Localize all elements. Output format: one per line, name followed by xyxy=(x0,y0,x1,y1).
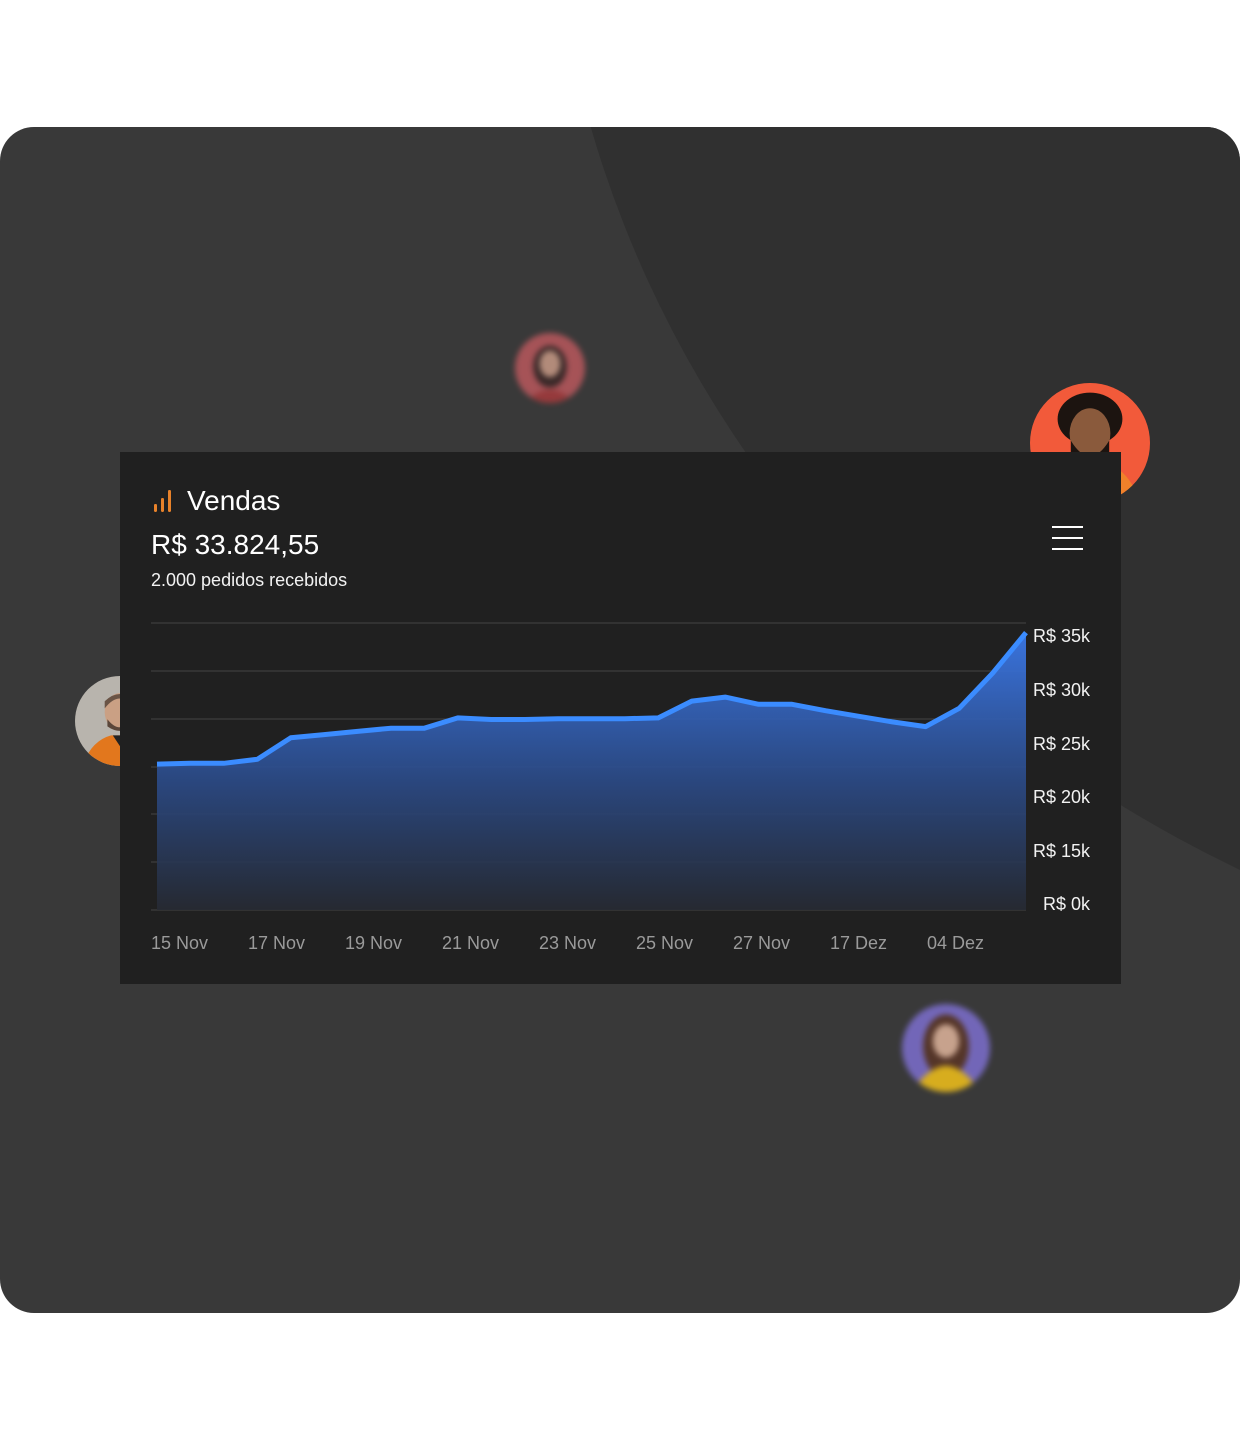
x-tick-label: 15 Nov xyxy=(151,933,208,953)
card-header: Vendas R$ 33.824,55 2.000 pedidos recebi… xyxy=(151,484,347,591)
y-tick-label: R$ 0k xyxy=(1043,894,1091,914)
x-tick-label: 23 Nov xyxy=(539,933,596,953)
y-tick-label: R$ 25k xyxy=(1033,734,1091,754)
y-tick-label: R$ 20k xyxy=(1033,787,1091,807)
x-tick-label: 27 Nov xyxy=(733,933,790,953)
person-icon xyxy=(515,333,585,403)
menu-line xyxy=(1052,526,1083,528)
x-tick-label: 17 Dez xyxy=(830,933,887,953)
sales-amount: R$ 33.824,55 xyxy=(151,529,320,560)
avatar-woman-top xyxy=(515,333,585,403)
x-tick-label: 17 Nov xyxy=(248,933,305,953)
series-line xyxy=(156,631,1028,767)
x-tick-label: 21 Nov xyxy=(442,933,499,953)
menu-line xyxy=(1052,537,1083,539)
sales-area-chart: 15 Nov 17 Nov 19 Nov 21 Nov 23 Nov 25 Nov 27 N… xyxy=(151,622,1091,953)
orders-count: 2.000 pedidos recebidos xyxy=(151,570,348,590)
y-tick-label: R$ 35k xyxy=(1033,626,1091,646)
card-title: Vendas xyxy=(187,485,281,516)
x-tick-label: 19 Nov xyxy=(345,933,402,953)
x-tick-label: 25 Nov xyxy=(636,933,693,953)
menu-line xyxy=(1052,548,1083,550)
y-tick-label: R$ 30k xyxy=(1033,680,1091,700)
avatar-woman-bottom xyxy=(902,1004,990,1092)
bar-chart-icon xyxy=(154,490,171,512)
y-tick-label: R$ 15k xyxy=(1033,841,1091,861)
x-tick-label: 04 Dez xyxy=(927,933,984,953)
hamburger-menu-icon[interactable] xyxy=(1052,524,1086,554)
sales-card: 15 Nov 17 Nov 19 Nov 21 Nov 23 Nov 25 Nov 27 N… xyxy=(120,452,1121,984)
person-icon xyxy=(902,1004,990,1092)
area-fill xyxy=(157,632,1026,910)
